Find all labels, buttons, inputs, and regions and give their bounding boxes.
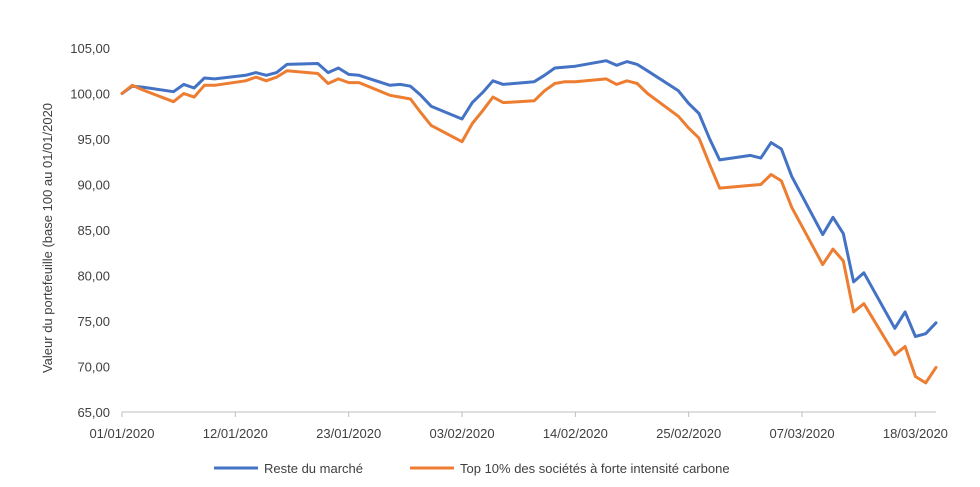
x-axis: 01/01/2020 12/01/2020 23/01/2020 03/02/2020… xyxy=(89,411,948,441)
legend-entry-1: Reste du marché xyxy=(214,461,363,476)
y-tick-label: 100,00 xyxy=(70,87,110,102)
x-tick-label: 01/01/2020 xyxy=(89,426,154,441)
y-tick-label: 80,00 xyxy=(77,269,110,284)
x-tick-label: 14/02/2020 xyxy=(543,426,608,441)
series-line-2 xyxy=(120,69,938,385)
legend: Reste du marché Top 10% des sociétés à fo… xyxy=(214,461,730,476)
series-line-1 xyxy=(120,59,938,338)
x-tick-label: 12/01/2020 xyxy=(203,426,268,441)
y-tick-label: 70,00 xyxy=(77,360,110,375)
y-tick-label: 105,00 xyxy=(70,41,110,56)
x-tick-label: 07/03/2020 xyxy=(770,426,835,441)
y-tick-label: 75,00 xyxy=(77,314,110,329)
y-axis-title: Valeur du portefeuille (base 100 au 01/0… xyxy=(40,103,55,373)
y-tick-label: 95,00 xyxy=(77,132,110,147)
y-axis: 65,00 70,00 75,00 80,00 85,00 90,00 95,00 100,0… xyxy=(70,41,110,420)
legend-entry-2: Top 10% des sociétés à forte intensité c… xyxy=(410,461,730,476)
x-tick-label: 23/01/2020 xyxy=(316,426,381,441)
y-tick-label: 90,00 xyxy=(77,178,110,193)
legend-label: Top 10% des sociétés à forte intensité c… xyxy=(460,461,730,476)
x-tick-label: 25/02/2020 xyxy=(656,426,721,441)
legend-label: Reste du marché xyxy=(264,461,363,476)
series-layer xyxy=(120,59,938,385)
y-tick-label: 85,00 xyxy=(77,223,110,238)
y-tick-label: 65,00 xyxy=(77,405,110,420)
x-tick-label: 18/03/2020 xyxy=(883,426,948,441)
x-tick-label: 03/02/2020 xyxy=(429,426,494,441)
